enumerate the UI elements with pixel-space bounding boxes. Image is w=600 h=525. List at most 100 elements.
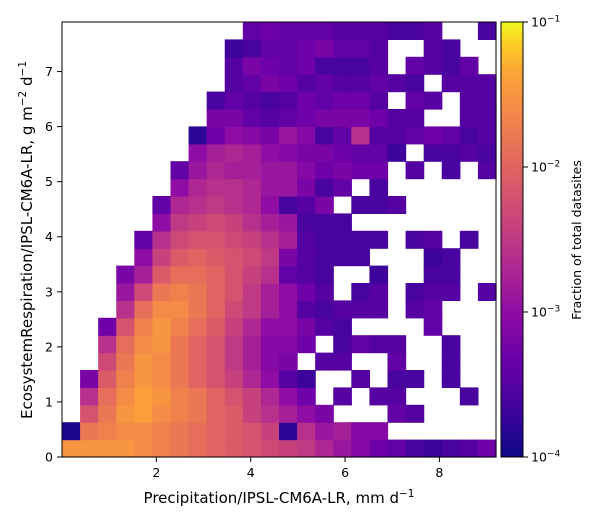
- heatmap-cell: [459, 230, 479, 249]
- heatmap-cell: [477, 283, 497, 301]
- heatmap-cell: [405, 109, 425, 127]
- heatmap-cell: [405, 230, 425, 249]
- y-axis-label-exponent-2: −1: [17, 61, 29, 76]
- heatmap-cell: [260, 370, 280, 388]
- heatmap-cell: [369, 91, 389, 110]
- heatmap-cell: [279, 387, 298, 406]
- heatmap-cell: [260, 74, 280, 93]
- heatmap-cell: [134, 335, 154, 354]
- heatmap-cell: [242, 439, 262, 458]
- heatmap-cell: [369, 39, 389, 58]
- heatmap-cell: [134, 283, 154, 301]
- heatmap-cell: [423, 230, 443, 249]
- heatmap-cell: [351, 370, 371, 388]
- heatmap-cell: [315, 317, 334, 336]
- heatmap-cell: [242, 161, 262, 180]
- heatmap-cell: [423, 300, 443, 319]
- heatmap-cell: [116, 352, 135, 371]
- heatmap-cell: [369, 178, 389, 197]
- heatmap-cell: [477, 143, 497, 162]
- colorbar-tick-label: 10−1: [531, 15, 560, 30]
- heatmap-cell: [315, 265, 334, 284]
- heatmap-cell: [279, 74, 298, 93]
- heatmap-cell: [333, 109, 352, 127]
- heatmap-cell: [206, 283, 226, 301]
- heatmap-cell: [333, 317, 352, 336]
- heatmap-cell: [206, 126, 226, 145]
- heatmap-cell: [315, 56, 334, 75]
- heatmap-cell: [260, 439, 280, 458]
- heatmap-cell: [459, 91, 479, 110]
- heatmap-cell: [459, 109, 479, 127]
- heatmap-cell: [152, 335, 172, 354]
- heatmap-cell: [242, 370, 262, 388]
- heatmap-cell: [369, 161, 389, 180]
- heatmap-cell: [279, 422, 298, 441]
- heatmap-cell: [260, 213, 280, 232]
- heatmap-cell: [80, 387, 99, 406]
- heatmap-cell: [98, 439, 117, 458]
- heatmap-cell: [423, 283, 443, 301]
- heatmap-cell: [116, 283, 135, 301]
- heatmap-cell: [224, 317, 244, 336]
- heatmap-cell: [206, 335, 226, 354]
- heatmap-cell: [333, 178, 352, 197]
- heatmap-cell: [351, 161, 371, 180]
- heatmap-cell: [297, 196, 316, 214]
- heatmap-cell: [369, 109, 389, 127]
- heatmap-cell: [423, 317, 443, 336]
- heatmap-cell: [333, 230, 352, 249]
- heatmap-cell: [333, 126, 352, 145]
- heatmap-cell: [279, 143, 298, 162]
- heatmap-cell: [387, 370, 407, 388]
- heatmap-cell: [315, 22, 334, 40]
- heatmap-cell: [351, 126, 371, 145]
- heatmap-cell: [224, 370, 244, 388]
- heatmap-cell: [116, 439, 135, 458]
- heatmap-cell: [333, 352, 352, 371]
- heatmap-cell: [224, 300, 244, 319]
- x-tick-label: 8: [435, 465, 443, 480]
- heatmap-cell: [170, 387, 190, 406]
- heatmap-cell: [206, 143, 226, 162]
- heatmap-cell: [170, 248, 190, 267]
- heatmap-cell: [441, 126, 461, 145]
- y-tick-label: 1: [45, 394, 53, 409]
- heatmap-cell: [260, 352, 280, 371]
- heatmap-cell: [206, 439, 226, 458]
- heatmap-cell: [315, 230, 334, 249]
- heatmap-cell: [315, 213, 334, 232]
- heatmap-cell: [260, 404, 280, 423]
- heatmap-cell: [297, 39, 316, 58]
- heatmap-cell: [242, 126, 262, 145]
- y-axis-label-mid: d: [18, 76, 36, 90]
- heatmap-cell: [206, 387, 226, 406]
- heatmap-cell: [279, 248, 298, 267]
- heatmap-cell: [224, 230, 244, 249]
- heatmap-cell: [116, 335, 135, 354]
- y-tick-label: 2: [45, 339, 53, 354]
- heatmap-cell: [387, 387, 407, 406]
- heatmap-cell: [333, 213, 352, 232]
- heatmap-cell: [134, 248, 154, 267]
- heatmap-cell: [260, 56, 280, 75]
- heatmap-cell: [477, 126, 497, 145]
- heatmap-cell: [297, 178, 316, 197]
- heatmap-cell: [423, 56, 443, 75]
- heatmap-cell: [351, 196, 371, 214]
- colorbar: [500, 21, 524, 458]
- heatmap-cell: [152, 352, 172, 371]
- heatmap-cell: [170, 178, 190, 197]
- heatmap-cell: [279, 265, 298, 284]
- heatmap-cell: [260, 196, 280, 214]
- heatmap-cell: [116, 404, 135, 423]
- heatmap-cell: [297, 404, 316, 423]
- heatmap-cell: [315, 143, 334, 162]
- heatmap-cell: [116, 370, 135, 388]
- heatmap-cell: [224, 352, 244, 371]
- heatmap-cell: [351, 143, 371, 162]
- x-tick-label: 4: [247, 465, 255, 480]
- heatmap-cell: [351, 109, 371, 127]
- y-axis: 0 1 2 3 4 5 6 7: [45, 64, 62, 465]
- heatmap-cell: [405, 91, 425, 110]
